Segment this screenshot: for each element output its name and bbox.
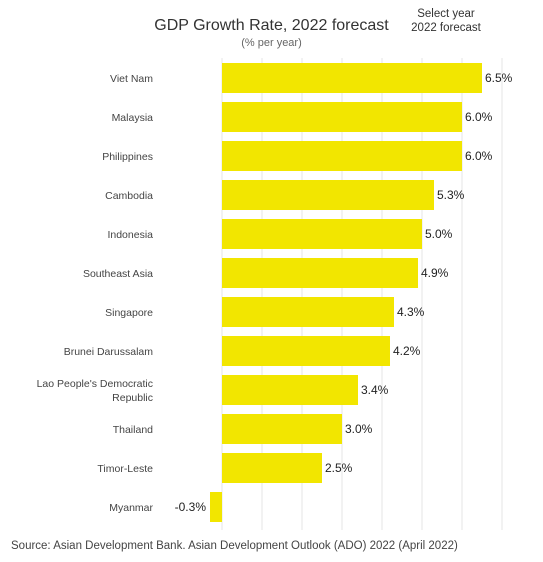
bar[interactable] xyxy=(222,414,342,444)
value-label: 4.9% xyxy=(421,266,449,280)
value-label: -0.3% xyxy=(175,500,207,514)
bar[interactable] xyxy=(222,180,434,210)
bar[interactable] xyxy=(222,219,422,249)
value-label: 5.3% xyxy=(437,188,465,202)
category-label: Singapore xyxy=(105,307,153,319)
category-label: Lao People's Democratic Republic xyxy=(37,378,153,404)
value-label: 6.0% xyxy=(465,110,493,124)
chart-subtitle: (% per year) xyxy=(241,37,302,49)
source-note: Source: Asian Development Bank. Asian De… xyxy=(11,540,458,552)
bar[interactable] xyxy=(210,492,222,522)
category-label: Cambodia xyxy=(105,190,153,202)
bars xyxy=(210,63,482,522)
bar[interactable] xyxy=(222,375,358,405)
value-label: 6.0% xyxy=(465,149,493,163)
category-label: Myanmar xyxy=(109,502,153,514)
category-label: Viet Nam xyxy=(110,73,153,85)
category-label: Indonesia xyxy=(107,229,153,241)
value-label: 2.5% xyxy=(325,461,353,475)
year-selector-label: Select year xyxy=(417,8,475,20)
value-label: 3.0% xyxy=(345,422,373,436)
year-selector[interactable]: Select year 2022 forecast xyxy=(396,7,496,35)
value-label: 5.0% xyxy=(425,227,453,241)
bar[interactable] xyxy=(222,453,322,483)
bar[interactable] xyxy=(222,258,418,288)
category-label: Southeast Asia xyxy=(83,268,153,280)
bar[interactable] xyxy=(222,141,462,171)
value-label: 6.5% xyxy=(485,71,513,85)
category-label: Philippines xyxy=(102,151,153,163)
value-label: 4.2% xyxy=(393,344,421,358)
category-label: Thailand xyxy=(113,424,153,436)
value-label: 4.3% xyxy=(397,305,425,319)
labels: Viet Nam 6.5% Malaysia 6.0% Philippines 6.0% C… xyxy=(37,71,513,514)
value-label: 3.4% xyxy=(361,383,389,397)
bar[interactable] xyxy=(222,336,390,366)
chart-title: GDP Growth Rate, 2022 forecast xyxy=(154,17,389,34)
bar[interactable] xyxy=(222,297,394,327)
year-selector-value[interactable]: 2022 forecast xyxy=(411,22,481,34)
gridlines xyxy=(221,58,503,530)
bar-chart: Viet Nam 6.5% Malaysia 6.0% Philippines 6.0% C… xyxy=(37,58,513,530)
bar[interactable] xyxy=(222,63,482,93)
bar[interactable] xyxy=(222,102,462,132)
category-label: Malaysia xyxy=(112,112,154,124)
category-label: Brunei Darussalam xyxy=(64,346,154,358)
category-label: Timor-Leste xyxy=(97,463,153,475)
